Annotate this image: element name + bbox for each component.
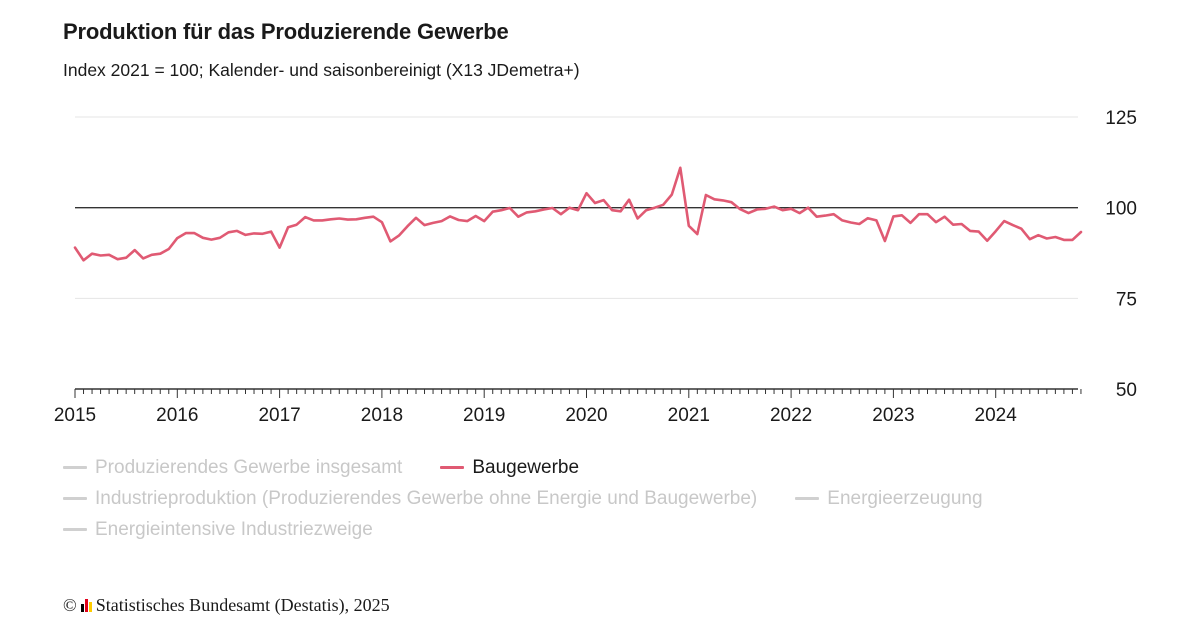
y-tick-label-75: 75	[1116, 289, 1137, 310]
logo-bar	[84, 599, 88, 612]
x-tick-label-2023: 2023	[872, 405, 914, 426]
x-tick-label-2022: 2022	[770, 405, 812, 426]
legend-swatch	[63, 466, 87, 469]
x-tick-label-2016: 2016	[156, 405, 198, 426]
legend-item[interactable]: Industrieproduktion (Produzierendes Gewe…	[63, 488, 757, 510]
x-tick-label-2015: 2015	[54, 405, 96, 426]
legend-item[interactable]: Baugewerbe	[440, 457, 579, 479]
source-text: Statistisches Bundesamt (Destatis), 2025	[95, 595, 390, 615]
logo-bar	[88, 602, 92, 612]
x-tick-label-2019: 2019	[463, 405, 505, 426]
x-tick-label-2017: 2017	[258, 405, 300, 426]
legend-item[interactable]: Energieintensive Industriezweige	[63, 519, 373, 541]
legend-row: Energieintensive Industriezweige	[63, 514, 1143, 545]
x-tick-label-2018: 2018	[361, 405, 403, 426]
footer: © Statistisches Bundesamt (Destatis), 20…	[63, 595, 390, 616]
legend-label: Baugewerbe	[472, 456, 580, 478]
y-tick-label-100: 100	[1105, 199, 1137, 220]
x-tick-label-2024: 2024	[975, 405, 1018, 426]
legend-label: Energieintensive Industriezweige	[95, 518, 373, 540]
x-tick-label-2020: 2020	[565, 405, 607, 426]
legend-label: Energieerzeugung	[827, 487, 983, 509]
logo-bar	[80, 604, 84, 612]
legend-swatch	[440, 466, 465, 469]
legend-swatch	[795, 497, 820, 500]
line-chart: 2015 2016 2017 2018 2019 2020 2021 2022 2023 2024…	[54, 108, 1137, 426]
legend-label: Industrieproduktion (Produzierendes Gewe…	[95, 487, 758, 509]
x-tick-label-2021: 2021	[668, 405, 710, 426]
legend-swatch	[63, 497, 87, 500]
chart-subtitle: Index 2021 = 100; Kalender- und saisonbe…	[63, 60, 580, 80]
destatis-logo	[80, 599, 92, 612]
legend: Produzierendes Gewerbe insgesamt Baugewer…	[63, 452, 1143, 545]
y-tick-label-125: 125	[1105, 108, 1137, 129]
legend-swatch	[63, 528, 87, 531]
legend-item[interactable]: Energieerzeugung	[795, 487, 983, 510]
legend-row: Industrieproduktion (Produzierendes Gewe…	[63, 483, 1143, 514]
y-tick-label-50: 50	[1116, 380, 1137, 401]
copyright-symbol: ©	[63, 595, 77, 615]
legend-row: Produzierendes Gewerbe insgesamt Baugewer…	[63, 452, 1143, 483]
legend-label: Produzierendes Gewerbe insgesamt	[95, 456, 403, 478]
y-axis: 50 75 100 125	[1105, 108, 1137, 401]
x-axis: 2015 2016 2017 2018 2019 2020 2021 2022 2023 2024	[54, 388, 1082, 426]
series-line-baugewerbe	[73, 166, 1083, 262]
series-layer	[73, 166, 1083, 262]
chart-title: Produktion für das Produzierende Gewerbe	[63, 19, 509, 44]
legend-item[interactable]: Produzierendes Gewerbe insgesamt	[63, 457, 402, 479]
grid-layer	[75, 116, 1078, 299]
